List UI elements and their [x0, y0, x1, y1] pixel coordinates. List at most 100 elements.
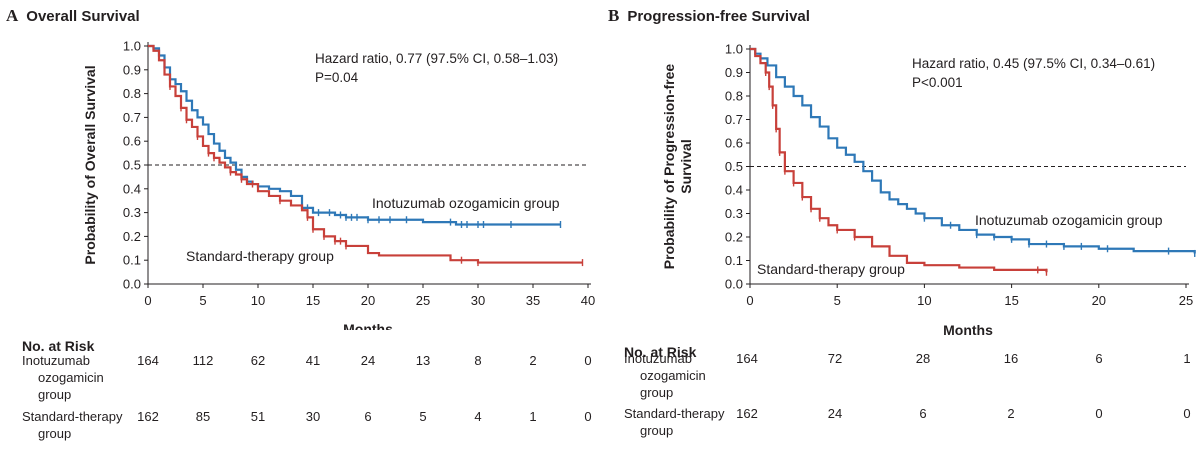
- panel-a-x-tick-label: 30: [471, 293, 485, 308]
- panel-b-risk-count: 24: [827, 406, 843, 421]
- panel-b-title: Progression-free Survival: [627, 8, 810, 25]
- progression-free-survival-panel: B Progression-free Survival 0.0 0.1 0.2 0.3 0…: [602, 0, 1204, 457]
- panel-b-risk-count: 6: [1095, 351, 1103, 366]
- panel-b-risk-count: 6: [919, 406, 927, 421]
- panel-a-y-tick-label: 0.1: [123, 253, 141, 268]
- overall-survival-panel: A Overall Survival 0.0 0.1 0.2 0.3 0.4 0.5 0.6 0…: [0, 0, 600, 457]
- panel-a-risk-row-label: group: [38, 426, 72, 441]
- panel-b-x-tick-label: 5: [834, 293, 841, 308]
- panel-a-x-tick-label: 10: [251, 293, 265, 308]
- panel-a-risk-count: 164: [137, 353, 159, 368]
- panel-b-risk-count: 2: [1007, 406, 1015, 421]
- panel-b-risk-row-label: group: [640, 423, 674, 438]
- panel-a-x-axis-title: Months: [343, 321, 393, 330]
- panel-b-y-tick-label: 0.2: [725, 230, 743, 245]
- panel-a-risk-row-label: group: [38, 387, 72, 402]
- panel-a-y-axis-title: Probability of Overall Survival: [82, 65, 98, 264]
- panel-b-x-tick-label: 10: [917, 293, 931, 308]
- panel-b-risk-count: 1: [1183, 351, 1191, 366]
- panel-b-series-label: Inotuzumab ozogamicin group: [975, 212, 1163, 228]
- panel-a-risk-row-label: Standard-therapy: [22, 409, 123, 424]
- panel-a-y-tick-label: 0.3: [123, 205, 141, 220]
- panel-a-x-tick-label: 25: [416, 293, 430, 308]
- panel-b-y-tick-label: 0.9: [725, 65, 743, 80]
- panel-b-risk-row-label: Standard-therapy: [624, 406, 725, 421]
- panel-a-y-tick-label: 0.2: [123, 229, 141, 244]
- panel-b-series-label: Standard-therapy group: [757, 261, 905, 277]
- panel-a-risk-title: No. at Risk: [22, 338, 95, 354]
- panel-a-risk-count: 1: [529, 409, 537, 424]
- panel-b-risk-count: 0: [1095, 406, 1103, 421]
- panel-b-y-tick-label: 0.4: [725, 183, 743, 198]
- panel-a-risk-count: 112: [192, 353, 214, 368]
- panel-a-risk-count: 0: [584, 353, 592, 368]
- panel-b-y-tick-label: 0.7: [725, 112, 743, 127]
- panel-a-y-tick-label: 0.4: [123, 181, 141, 196]
- panel-a-y-tick-label: 0.8: [123, 86, 141, 101]
- panel-b-y-tick-label: 0.3: [725, 206, 743, 221]
- panel-a-risk-row-label: Inotuzumab: [22, 353, 90, 368]
- panel-a-y-tick-label: 0.9: [123, 62, 141, 77]
- panel-a-risk-count: 13: [415, 353, 431, 368]
- panel-b-risk-count: 0: [1183, 406, 1191, 421]
- panel-b-risk-row-label: group: [640, 385, 674, 400]
- panel-a-series-inotuzumab-curve: [148, 44, 561, 226]
- panel-a-y-tick-label: 0.7: [123, 110, 141, 125]
- panel-b-y-tick-label: 1.0: [725, 42, 743, 57]
- panel-b-risk-count: 72: [827, 351, 843, 366]
- panel-b-risk-count: 164: [736, 351, 758, 366]
- panel-a-risk-count: 5: [419, 409, 427, 424]
- panel-a-x-tick-label: 5: [199, 293, 206, 308]
- panel-b-y-tick-label: 0.1: [725, 253, 743, 268]
- panel-a-x-tick-label: 35: [526, 293, 540, 308]
- panel-b-y-tick-label: 0.5: [725, 159, 743, 174]
- panel-a-risk-count: 0: [584, 409, 592, 424]
- panel-a-risk-count: 8: [474, 353, 482, 368]
- panel-a-series-label: Standard-therapy group: [186, 248, 334, 264]
- panel-b-hazard-ratio-text: P<0.001: [912, 75, 963, 90]
- panel-a-risk-count: 30: [305, 409, 321, 424]
- panel-a-y-tick-label: 0.6: [123, 134, 141, 149]
- panel-b-y-tick-label: 0.8: [725, 89, 743, 104]
- panel-b-letter: B: [608, 6, 620, 25]
- panel-a-risk-count: 51: [250, 409, 266, 424]
- panel-b-y-axis-title-line: Probability of Progression-free: [661, 64, 677, 270]
- panel-b-x-tick-label: 15: [1004, 293, 1018, 308]
- panel-a-title: Overall Survival: [26, 8, 140, 25]
- panel-b-y-tick-label: 0.0: [725, 277, 743, 292]
- panel-b-y-axis-title-line: Survival: [678, 139, 694, 193]
- panel-a-series-standard-curve: [148, 44, 583, 264]
- panel-b-risk-row-label: Inotuzumab: [624, 351, 692, 366]
- panel-b-header: B Progression-free Survival: [608, 6, 810, 26]
- panel-b-x-tick-label: 0: [746, 293, 753, 308]
- panel-a-y-tick-label: 0.5: [123, 158, 141, 173]
- panel-b-x-axis-title: Months: [943, 322, 993, 338]
- panel-a-risk-count: 62: [250, 353, 266, 368]
- panel-b-hazard-ratio-text: Hazard ratio, 0.45 (97.5% CI, 0.34–0.61): [912, 56, 1155, 71]
- panel-a-y-tick-label: 1.0: [123, 39, 141, 54]
- panel-a-risk-count: 162: [137, 409, 159, 424]
- panel-b-risk-row-label: ozogamicin: [640, 368, 706, 383]
- panel-a-hazard-ratio-text: P=0.04: [315, 70, 359, 85]
- overall-survival-chart: 0.0 0.1 0.2 0.3 0.4 0.5 0.6 0.7 0.8 0.9 1.0 0 5 10 15 2…: [82, 39, 595, 331]
- panel-b-risk-title: No. at Risk: [624, 344, 697, 360]
- panel-a-risk-count: 24: [360, 353, 376, 368]
- panel-a-header: A Overall Survival: [6, 6, 140, 26]
- panel-b-y-tick-label: 0.6: [725, 136, 743, 151]
- panel-b-x-tick-label: 20: [1092, 293, 1106, 308]
- panel-a-risk-count: 2: [529, 353, 537, 368]
- panel-a-risk-count: 41: [305, 353, 321, 368]
- panel-b-x-tick-label: 25: [1179, 293, 1193, 308]
- panel-a-risk-count: 6: [364, 409, 372, 424]
- panel-b-risk-count: 16: [1003, 351, 1019, 366]
- panel-a-x-tick-label: 0: [144, 293, 151, 308]
- panel-a-x-tick-label: 15: [306, 293, 320, 308]
- panel-a-x-tick-label: 20: [361, 293, 375, 308]
- panel-a-risk-count: 85: [195, 409, 211, 424]
- panel-b-risk-count: 162: [736, 406, 758, 421]
- panel-b-series-standard-curve: [750, 47, 1048, 273]
- panel-a-risk-count: 4: [474, 409, 482, 424]
- panel-b-risk-count: 28: [915, 351, 931, 366]
- panel-a-x-tick-label: 40: [581, 293, 595, 308]
- panel-a-risk-row-label: ozogamicin: [38, 370, 104, 385]
